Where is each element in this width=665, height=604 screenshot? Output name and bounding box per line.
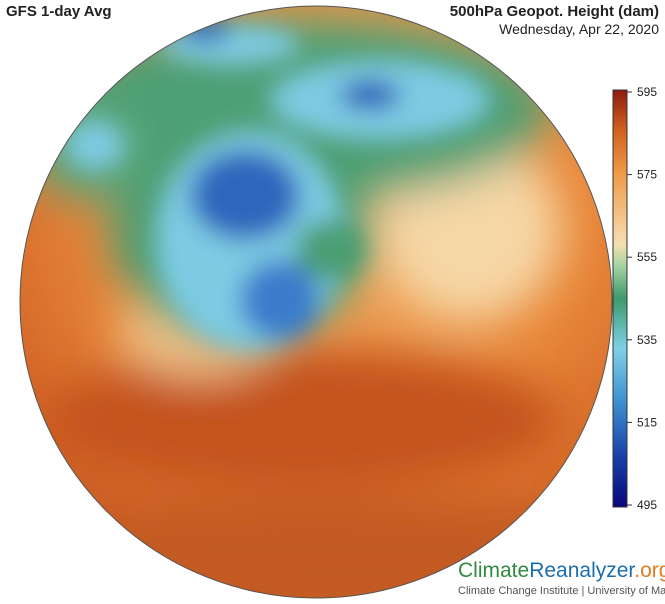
colorbar bbox=[612, 89, 628, 508]
colorbar-tick-label: 555 bbox=[637, 250, 657, 264]
date: Wednesday, Apr 22, 2020 bbox=[499, 21, 659, 37]
colorbar-tick-label: 495 bbox=[637, 498, 657, 512]
colorbar-tick-label: 535 bbox=[637, 333, 657, 347]
logo: ClimateReanalyzer.org bbox=[458, 559, 665, 582]
left-title: GFS 1-day Avg bbox=[6, 3, 112, 20]
colorbar-tick-label: 595 bbox=[637, 85, 657, 99]
globe bbox=[20, 6, 612, 598]
colorbar-tick-label: 515 bbox=[637, 415, 657, 429]
logo-subtitle: Climate Change Institute | University of… bbox=[458, 585, 665, 597]
colorbar-tick-label: 575 bbox=[637, 168, 657, 182]
logo-part: Reanalyzer bbox=[529, 559, 635, 582]
logo-part: .org bbox=[634, 559, 665, 582]
globe-outline bbox=[19, 5, 613, 599]
logo-part: Climate bbox=[458, 559, 529, 582]
right-title: 500hPa Geopot. Height (dam) bbox=[450, 3, 659, 20]
